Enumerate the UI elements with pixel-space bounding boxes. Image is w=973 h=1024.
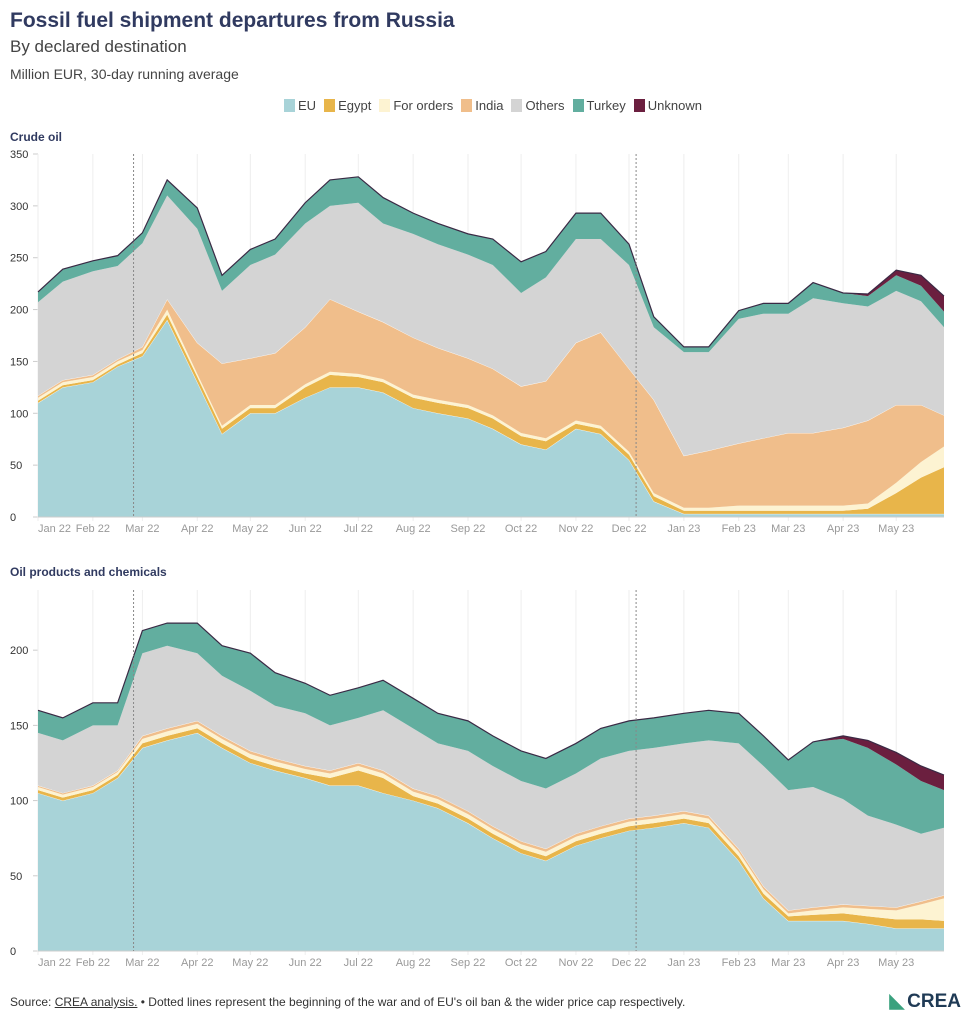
x-tick-label: Apr 22 [181, 957, 213, 969]
panel-title-products: Oil products and chemicals [10, 565, 167, 579]
y-tick-label: 50 [10, 460, 22, 472]
legend-item-india[interactable]: India [461, 98, 503, 113]
source-link[interactable]: CREA analysis. [54, 995, 138, 1009]
legend-item-others[interactable]: Others [511, 98, 565, 113]
x-tick-label: Sep 22 [451, 523, 486, 535]
legend-label: India [475, 98, 504, 113]
x-tick-label: Mar 22 [125, 957, 159, 969]
area-eu [38, 732, 944, 951]
x-tick-label: Jul 22 [344, 523, 373, 535]
y-tick-label: 200 [10, 645, 28, 657]
total-line [37, 622, 945, 776]
legend-label: Unknown [647, 98, 702, 113]
x-tick-label: Aug 22 [396, 523, 431, 535]
chart-subtitle: By declared destination [10, 37, 187, 56]
x-tick-label: Feb 22 [76, 957, 110, 969]
legend-swatch [461, 99, 473, 112]
x-tick-label: Jan 22 [38, 957, 71, 969]
unit-label: Million EUR, 30-day running average [10, 66, 239, 82]
x-tick-label: Apr 22 [181, 523, 213, 535]
panel-1: 0 50 100 150 200 Jan 22 Feb 22 Mar 22 Apr 22 May … [10, 590, 945, 969]
y-tick-label: 100 [10, 408, 28, 420]
x-tick-label: May 23 [878, 957, 914, 969]
legend-item-turkey[interactable]: Turkey [572, 98, 626, 113]
y-tick-label: 150 [10, 720, 28, 732]
legend-swatch [511, 99, 523, 112]
legend-label: Egypt [338, 98, 372, 113]
legend-swatch [572, 99, 584, 112]
crea-logo: ◣ CREA [890, 990, 961, 1013]
legend-item-egypt[interactable]: Egypt [324, 98, 371, 113]
x-tick-label: Mar 23 [771, 957, 805, 969]
footer-note: • Dotted lines represent the beginning o… [137, 995, 686, 1009]
y-tick-label: 350 [10, 149, 28, 161]
x-tick-label: Nov 22 [559, 957, 594, 969]
x-tick-label: Oct 22 [505, 523, 537, 535]
legend-label: EU [298, 98, 317, 113]
x-tick-label: Nov 22 [559, 523, 594, 535]
legend-item-unknown[interactable]: Unknown [633, 98, 702, 113]
y-tick-label: 50 [10, 871, 22, 883]
x-tick-label: Dec 22 [612, 523, 647, 535]
y-tick-label: 0 [10, 946, 16, 958]
chart-title: Fossil fuel shipment departures from Rus… [10, 9, 455, 32]
y-tick-label: 250 [10, 253, 28, 265]
legend: EU Egypt For orders India Others Turkey Unknow… [284, 98, 702, 113]
total-line [37, 176, 945, 348]
x-tick-label: Jan 23 [667, 523, 700, 535]
legend-label: Others [525, 98, 565, 113]
area-india [38, 299, 944, 508]
legend-label: For orders [393, 98, 454, 113]
legend-item-eu[interactable]: EU [284, 98, 316, 113]
source-prefix: Source: [10, 995, 55, 1009]
area-others [38, 645, 944, 911]
panel-0: 0 50 100 150 200 250 300 350 Jan 22 Feb 22 Mar 22 A… [10, 149, 945, 535]
x-tick-label: Feb 23 [722, 957, 756, 969]
legend-item-for-orders[interactable]: For orders [379, 98, 453, 113]
x-tick-label: Apr 23 [827, 523, 859, 535]
logo-icon: ◣ [889, 991, 905, 1012]
legend-swatch [379, 99, 391, 112]
y-tick-label: 0 [10, 512, 16, 524]
x-tick-label: May 22 [232, 957, 268, 969]
x-tick-label: Jan 22 [38, 523, 71, 535]
x-tick-label: Oct 22 [505, 957, 537, 969]
x-tick-label: May 22 [232, 523, 268, 535]
legend-swatch [284, 99, 295, 112]
x-tick-label: Sep 22 [451, 957, 486, 969]
y-tick-label: 100 [10, 796, 28, 808]
x-tick-label: Aug 22 [396, 957, 431, 969]
x-tick-label: Dec 22 [612, 957, 647, 969]
y-tick-label: 200 [10, 305, 28, 317]
x-tick-label: Jun 22 [289, 957, 322, 969]
x-tick-label: Feb 22 [76, 523, 110, 535]
x-tick-label: Mar 22 [125, 523, 159, 535]
area-turkey [38, 623, 944, 834]
y-tick-label: 150 [10, 356, 28, 368]
legend-swatch [324, 99, 336, 112]
y-tick-label: 300 [10, 201, 28, 213]
x-tick-label: Jun 22 [289, 523, 322, 535]
legend-label: Turkey [586, 98, 626, 113]
x-tick-label: Apr 23 [827, 957, 859, 969]
footer: Source: CREA analysis. • Dotted lines re… [10, 995, 685, 1009]
area-eu [38, 319, 944, 517]
legend-swatch [633, 99, 645, 112]
x-tick-label: Jul 22 [344, 957, 373, 969]
x-tick-label: Feb 23 [722, 523, 756, 535]
x-tick-label: Jan 23 [667, 957, 700, 969]
x-tick-label: Mar 23 [771, 523, 805, 535]
x-tick-label: May 23 [878, 523, 914, 535]
area-others [38, 195, 944, 456]
logo-text: CREA [907, 990, 961, 1012]
panel-title-crude: Crude oil [10, 130, 63, 144]
